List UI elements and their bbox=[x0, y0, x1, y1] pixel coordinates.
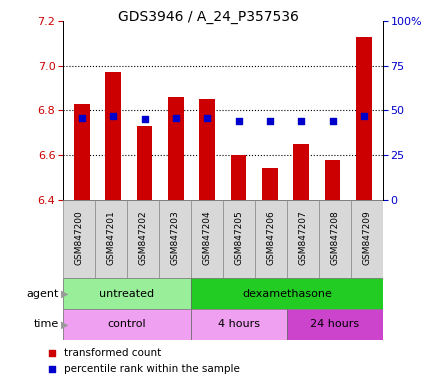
Point bbox=[235, 118, 242, 124]
Text: GSM847200: GSM847200 bbox=[74, 210, 83, 265]
Bar bbox=[168, 97, 183, 200]
Point bbox=[203, 114, 210, 121]
Bar bbox=[199, 99, 214, 200]
Point bbox=[172, 114, 179, 121]
Bar bbox=[95, 200, 127, 278]
Text: GSM847209: GSM847209 bbox=[362, 210, 371, 265]
Point bbox=[141, 116, 148, 122]
Text: 4 hours: 4 hours bbox=[217, 319, 260, 329]
Bar bbox=[254, 200, 286, 278]
Point bbox=[109, 113, 116, 119]
Text: control: control bbox=[108, 319, 146, 329]
Bar bbox=[286, 200, 318, 278]
Point bbox=[49, 349, 56, 356]
Point bbox=[49, 366, 56, 372]
Bar bbox=[191, 278, 382, 309]
Bar bbox=[63, 309, 191, 340]
Bar bbox=[262, 169, 277, 200]
Bar bbox=[324, 159, 340, 200]
Bar bbox=[159, 200, 191, 278]
Text: ▶: ▶ bbox=[61, 319, 68, 329]
Bar bbox=[355, 37, 371, 200]
Text: GDS3946 / A_24_P357536: GDS3946 / A_24_P357536 bbox=[118, 10, 299, 23]
Bar bbox=[63, 278, 191, 309]
Bar bbox=[222, 200, 254, 278]
Point bbox=[360, 113, 367, 119]
Text: GSM847208: GSM847208 bbox=[329, 210, 339, 265]
Point bbox=[329, 118, 335, 124]
Bar bbox=[191, 200, 223, 278]
Text: percentile rank within the sample: percentile rank within the sample bbox=[64, 364, 240, 374]
Text: transformed count: transformed count bbox=[64, 348, 161, 358]
Bar bbox=[350, 200, 382, 278]
Text: GSM847201: GSM847201 bbox=[106, 210, 115, 265]
Text: GSM847202: GSM847202 bbox=[138, 210, 147, 265]
Text: GSM847207: GSM847207 bbox=[298, 210, 307, 265]
Text: dexamethasone: dexamethasone bbox=[241, 289, 331, 299]
Bar bbox=[105, 73, 121, 200]
Point bbox=[78, 114, 85, 121]
Bar bbox=[127, 200, 159, 278]
Bar bbox=[136, 126, 152, 200]
Bar bbox=[286, 309, 382, 340]
Text: GSM847206: GSM847206 bbox=[266, 210, 275, 265]
Point bbox=[266, 118, 273, 124]
Text: GSM847205: GSM847205 bbox=[234, 210, 243, 265]
Bar bbox=[293, 144, 309, 200]
Bar bbox=[74, 104, 89, 200]
Text: agent: agent bbox=[26, 289, 59, 299]
Bar bbox=[230, 155, 246, 200]
Text: GSM847204: GSM847204 bbox=[202, 210, 211, 265]
Text: 24 hours: 24 hours bbox=[309, 319, 358, 329]
Text: untreated: untreated bbox=[99, 289, 154, 299]
Point bbox=[297, 118, 304, 124]
Text: time: time bbox=[33, 319, 59, 329]
Bar bbox=[318, 200, 350, 278]
Bar bbox=[63, 200, 95, 278]
Bar bbox=[191, 309, 286, 340]
Text: ▶: ▶ bbox=[61, 289, 68, 299]
Text: GSM847203: GSM847203 bbox=[170, 210, 179, 265]
